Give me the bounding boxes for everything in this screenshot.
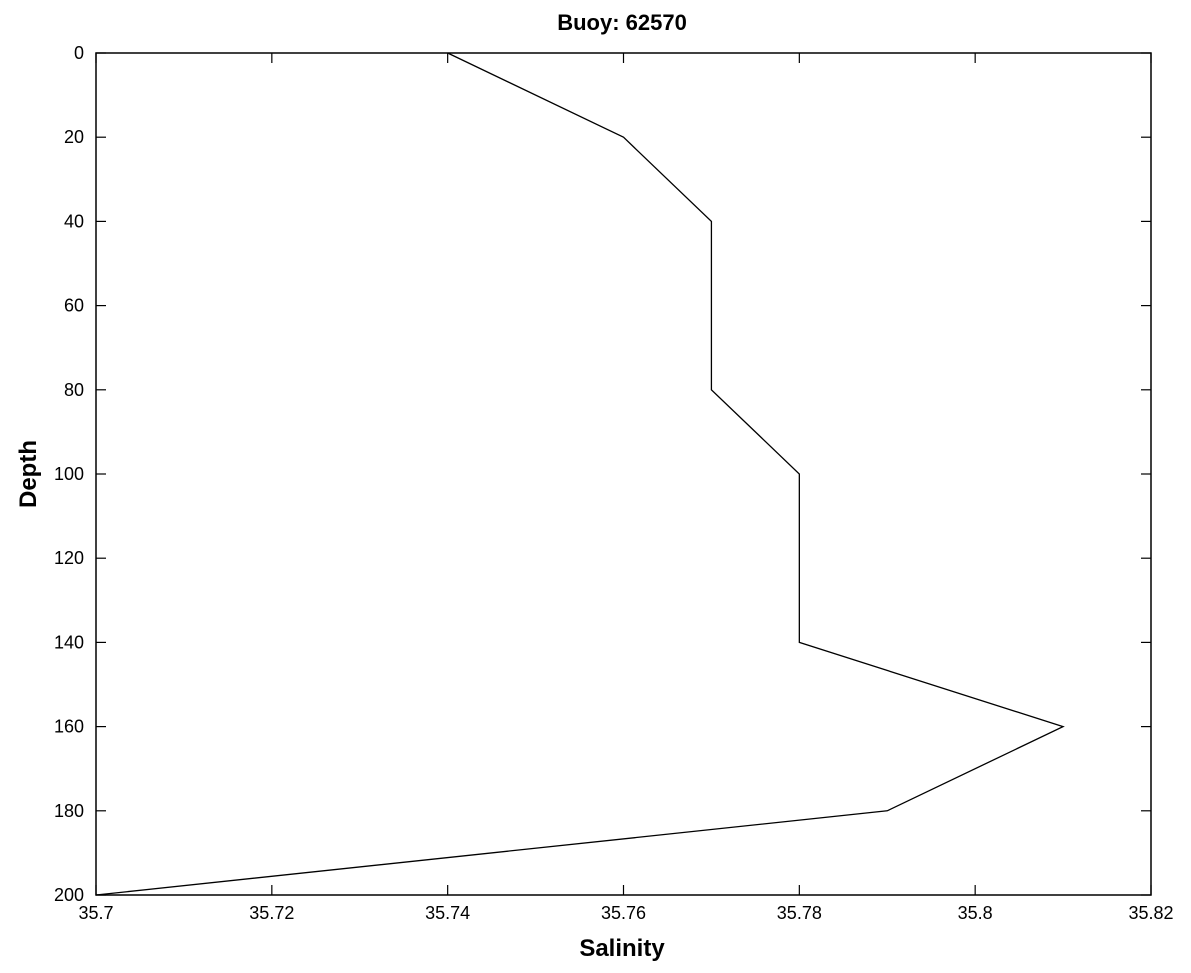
y-tick-label: 0 [74, 43, 84, 63]
x-tick-label: 35.72 [249, 903, 294, 923]
y-tick-label: 160 [54, 717, 84, 737]
y-tick-label: 120 [54, 548, 84, 568]
y-tick-label: 20 [64, 127, 84, 147]
y-tick-label: 60 [64, 296, 84, 316]
x-tick-label: 35.8 [958, 903, 993, 923]
salinity-profile-line [95, 52, 1065, 896]
y-axis-label: Depth [15, 440, 42, 508]
x-tick-label: 35.7 [78, 903, 113, 923]
y-axis-ticks: 0 20 40 60 80 100 120 140 160 180 200 [54, 43, 1151, 905]
x-tick-label: 35.78 [777, 903, 822, 923]
y-tick-label: 80 [64, 380, 84, 400]
y-tick-label: 140 [54, 632, 84, 652]
y-tick-label: 100 [54, 464, 84, 484]
x-tick-label: 35.74 [425, 903, 470, 923]
y-tick-label: 200 [54, 885, 84, 905]
y-tick-label: 180 [54, 801, 84, 821]
chart-title: Buoy: 62570 [557, 10, 687, 35]
x-axis-ticks: 35.7 35.72 35.74 35.76 35.78 35.8 35.82 [78, 53, 1174, 923]
x-axis-label: Salinity [579, 935, 665, 962]
y-tick-label: 40 [64, 211, 84, 231]
x-tick-label: 35.82 [1128, 903, 1173, 923]
series-layer [95, 52, 1065, 896]
x-tick-label: 35.76 [601, 903, 646, 923]
